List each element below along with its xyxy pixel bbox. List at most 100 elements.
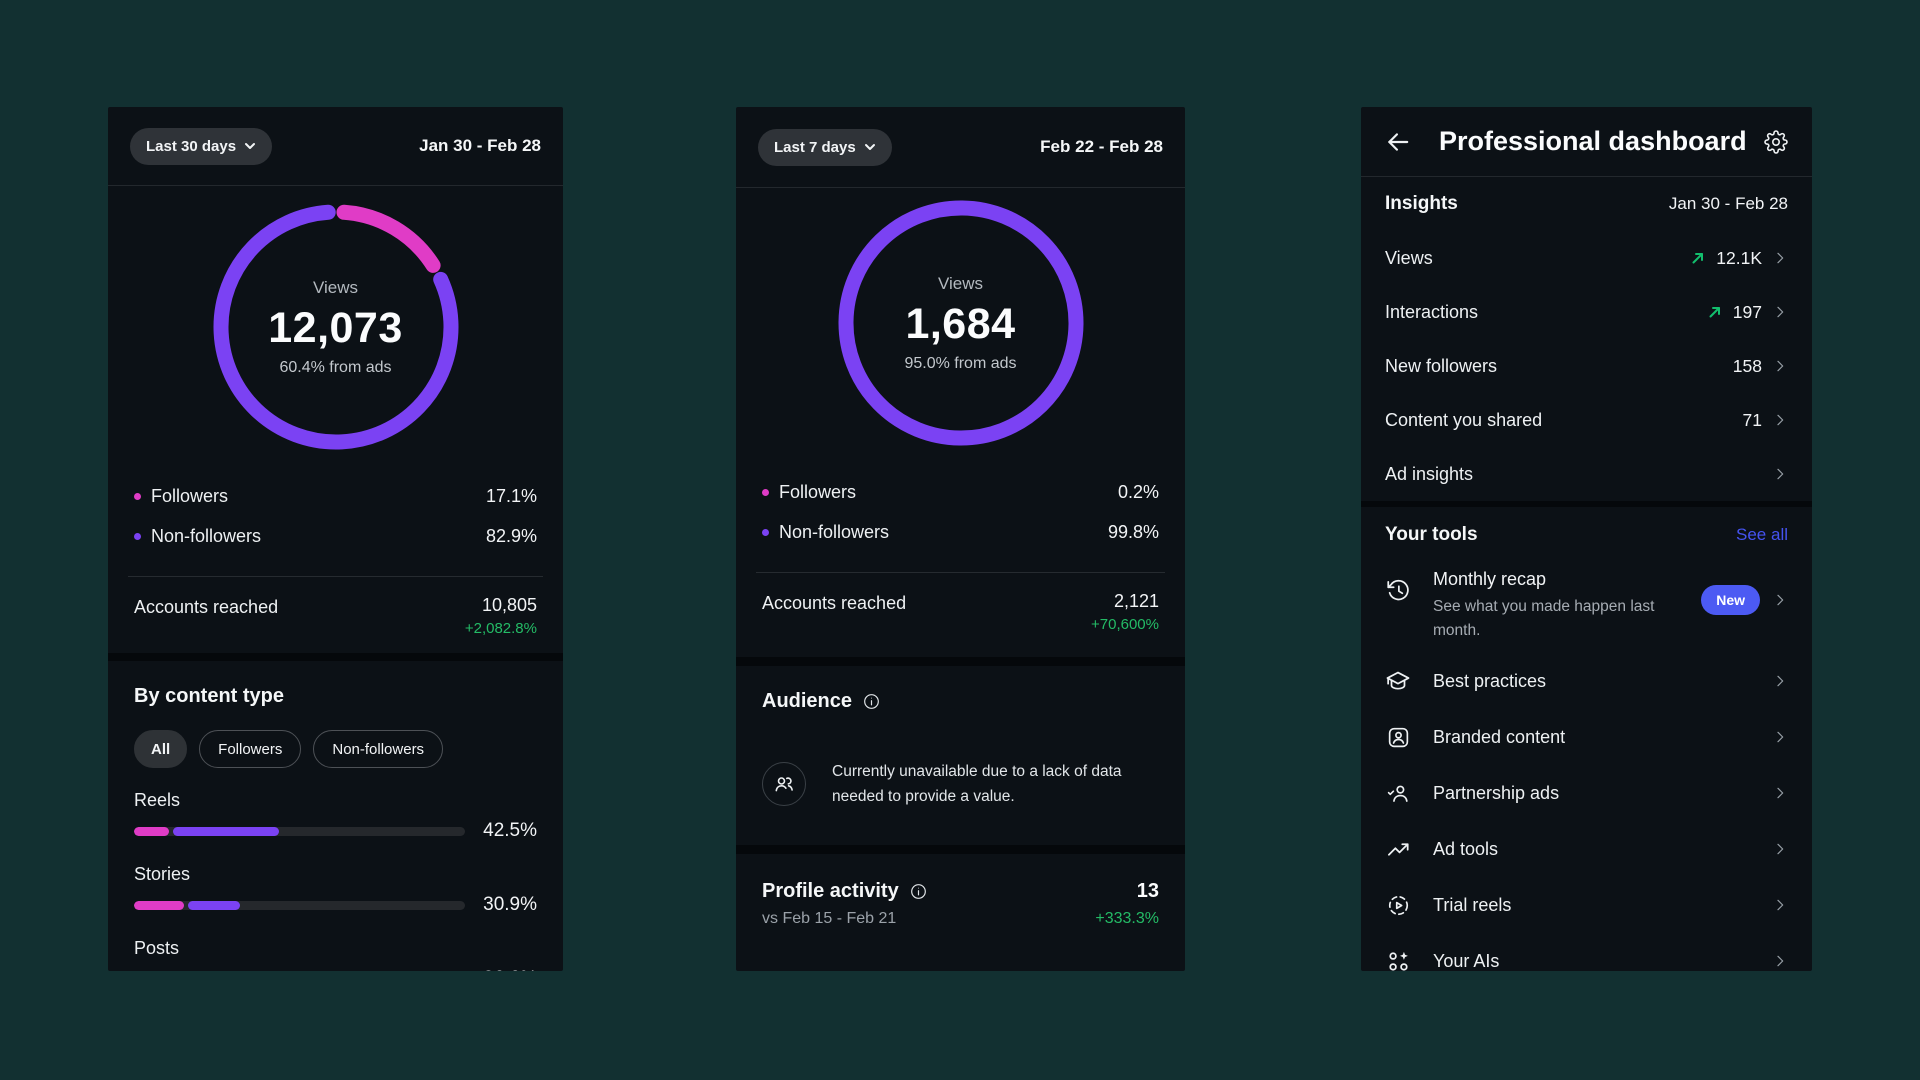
insight-row-interactions[interactable]: Interactions 197 [1361, 285, 1812, 339]
section-separator [736, 845, 1185, 854]
accounts-reached-value: 2,121 [1113, 591, 1159, 611]
followers-dot-icon [134, 492, 141, 500]
audience-unavailable-row: Currently unavailable due to a lack of d… [762, 759, 1159, 809]
profile-activity-delta: +333.3% [1095, 910, 1159, 927]
donut-center: Views 1,684 95.0% from ads [826, 188, 1096, 458]
insights-panel-7-days: Last 7 days Feb 22 - Feb 28 Views 1,684 … [736, 107, 1185, 971]
people-icon [775, 777, 793, 792]
chevron-down-icon [864, 144, 875, 150]
non-followers-dot-icon [134, 532, 141, 540]
period-selector[interactable]: Last 30 days [130, 127, 273, 165]
info-icon[interactable] [909, 882, 928, 901]
date-range: Feb 22 - Feb 28 [1040, 137, 1163, 156]
divider [756, 572, 1165, 573]
chevron-right-icon [1777, 899, 1784, 911]
insight-row-views[interactable]: Views 12.1K [1361, 231, 1812, 285]
page-title: Professional dashboard [1439, 126, 1747, 156]
followers-bar-segment [134, 900, 185, 910]
accounts-reached-delta: +70,600% [1091, 616, 1159, 633]
monthly-recap-title: Monthly recap [1433, 569, 1547, 589]
tool-row-best-practices[interactable]: Best practices [1361, 653, 1812, 709]
insight-row-new-followers[interactable]: New followers 158 [1361, 339, 1812, 393]
insights-panel-30-days: Last 30 days Jan 30 - Feb 28 Views 12,07… [108, 107, 563, 971]
people-circle [762, 762, 806, 806]
chevron-right-icon [1777, 955, 1784, 967]
tool-row-partnership-ads[interactable]: Partnership ads [1361, 765, 1812, 821]
trend-up-icon [1692, 253, 1704, 264]
chevron-right-icon [1777, 731, 1784, 743]
settings-button[interactable] [1764, 129, 1788, 154]
your-tools-title: Your tools [1385, 524, 1478, 545]
insight-row-content-you-shared[interactable]: Content you shared 71 [1361, 393, 1812, 447]
legend-value: 82.9% [485, 525, 537, 546]
filter-chip-all[interactable]: All [134, 730, 188, 768]
new-badge: New [1701, 585, 1760, 615]
profile-activity-compare: vs Feb 15 - Feb 21 [762, 910, 897, 927]
bar-value: 42.5% [483, 820, 537, 841]
professional-dashboard-panel: Professional dashboard Insights Jan 30 -… [1361, 107, 1812, 971]
bar-value: 30.9% [483, 894, 537, 915]
bar-row-posts: Posts 26.6% [134, 938, 537, 971]
views-donut-chart: Views 12,073 60.4% from ads [201, 192, 471, 462]
info-icon[interactable] [862, 692, 881, 711]
legend-label: Followers [151, 485, 229, 506]
section-separator [108, 653, 563, 661]
chevron-right-icon [1777, 306, 1784, 318]
audience-title: Audience [762, 690, 853, 712]
back-button[interactable] [1385, 129, 1411, 155]
donut-value: 1,684 [905, 299, 1016, 348]
settings-gear-icon [1764, 129, 1788, 154]
bar-label: Posts [134, 938, 180, 958]
followers-bar-segment [134, 826, 170, 836]
bar-track [134, 826, 465, 836]
bar-label: Reels [134, 790, 181, 810]
views-donut-chart: Views 1,684 95.0% from ads [826, 188, 1096, 458]
accounts-reached-label: Accounts reached [134, 597, 279, 617]
legend-row-non-followers: Non-followers 99.8% [736, 512, 1185, 552]
legend-label: Non-followers [779, 521, 890, 542]
tool-row-ad-tools[interactable]: Ad tools [1361, 821, 1812, 877]
see-all-link[interactable]: See all [1736, 525, 1788, 544]
tool-row-monthly-recap[interactable]: Monthly recap See what you made happen l… [1361, 563, 1812, 653]
donut-ring [838, 200, 1083, 446]
accounts-reached-delta: +2,082.8% [464, 620, 537, 637]
filter-chip-non-followers[interactable]: Non-followers [313, 730, 444, 768]
chevron-right-icon [1777, 252, 1784, 264]
trending-up-icon [1387, 842, 1409, 856]
accounts-reached-label: Accounts reached [762, 593, 907, 613]
accounts-reached-value: 10,805 [481, 595, 537, 615]
divider [128, 576, 543, 577]
panel-header: Last 30 days Jan 30 - Feb 28 [108, 107, 563, 186]
tool-row-your-ais[interactable]: Your AIs [1361, 933, 1812, 971]
chevron-down-icon [245, 143, 256, 149]
donut-subtext: 60.4% from ads [279, 358, 392, 376]
legend-value: 0.2% [1117, 481, 1159, 502]
section-separator [736, 657, 1185, 666]
trend-up-icon [1709, 307, 1720, 318]
filter-chip-followers[interactable]: Followers [199, 730, 302, 768]
donut-label: Views [312, 277, 359, 297]
tool-row-branded-content[interactable]: Branded content [1361, 709, 1812, 765]
donut-legend: Followers 0.2% Non-followers 99.8% [736, 472, 1185, 552]
insights-title: Insights [1385, 193, 1458, 214]
bar-value: 26.6% [479, 968, 537, 971]
legend-row-followers: Followers 0.2% [736, 472, 1185, 512]
monthly-recap-description: See what you made happen last month. [1433, 598, 1655, 639]
accounts-reached-row: Accounts reached 10,805 +2,082.8% [108, 577, 563, 637]
insight-row-ad-insights[interactable]: Ad insights [1361, 447, 1812, 501]
legend-label: Non-followers [151, 525, 262, 546]
period-selector[interactable]: Last 7 days [758, 128, 892, 166]
bar-track [134, 900, 465, 910]
date-range: Jan 30 - Feb 28 [419, 136, 541, 155]
reel-play-icon [1388, 895, 1408, 915]
legend-row-followers: Followers 17.1% [108, 476, 563, 516]
content-type-filters: All Followers Non-followers [134, 730, 537, 768]
profile-activity-value: 13 [1136, 880, 1159, 902]
tool-row-trial-reels[interactable]: Trial reels [1361, 877, 1812, 933]
donut-legend: Followers 17.1% Non-followers 82.9% [108, 476, 563, 556]
chevron-right-icon [1777, 414, 1784, 426]
person-check-icon [1387, 785, 1408, 802]
dashboard-header: Professional dashboard [1361, 107, 1812, 177]
non-followers-dot-icon [762, 528, 769, 536]
non-followers-bar-segment [188, 900, 241, 910]
